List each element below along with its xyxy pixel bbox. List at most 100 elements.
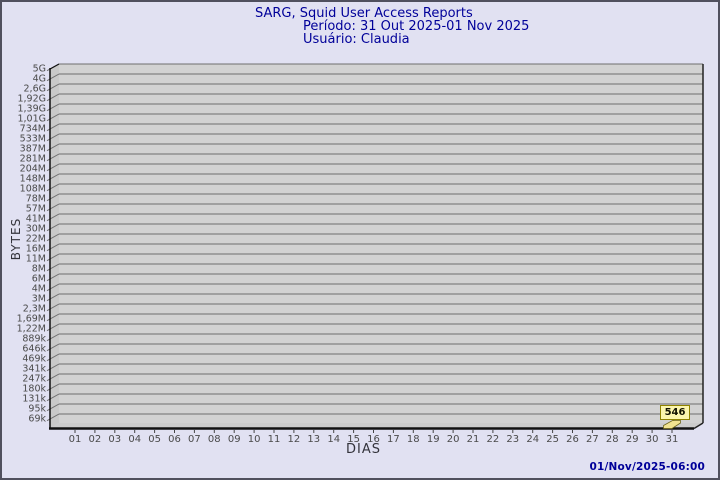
y-tick-label: 889k [22,334,46,345]
y-tick-label: 131k [22,394,46,405]
x-tick-label: 25 [546,434,559,445]
grid-line [46,413,60,422]
x-tick-label: 10 [248,434,261,445]
axis-top-left-diag [49,63,60,70]
generation-timestamp: 01/Nov/2025-06:00 [589,461,705,473]
x-tick-label: 22 [487,434,500,445]
y-tick-label: 646k [22,344,46,355]
x-tick-label: 09 [228,434,241,445]
grid-line [46,183,60,192]
x-tick-label: 03 [108,434,121,445]
y-tick-label: 1,92G [17,94,46,105]
x-tick-label: 15 [347,434,360,445]
y-tick-label: 2,6G [24,84,46,95]
x-tick-label: 29 [626,434,639,445]
y-tick-label: 1,22M [17,324,46,335]
grid-line [46,273,60,282]
x-tick-label: 18 [407,434,420,445]
grid-line [46,373,60,382]
grid-line [46,83,60,92]
x-tick-label: 02 [89,434,102,445]
grid-line [46,253,60,262]
y-tick-label: 1,39G [17,104,46,115]
x-tick-label: 05 [148,434,161,445]
grid-line [46,93,60,102]
y-tick-label: 247k [22,374,46,385]
y-tick-label: 78M [26,194,46,205]
grid-line [46,363,60,372]
x-tick-label: 12 [288,434,301,445]
x-tick-label: 26 [566,434,579,445]
y-tick-label: 387M [20,144,46,155]
x-tick-label: 16 [367,434,380,445]
x-tick-label: 14 [327,434,340,445]
y-tick-label: 6M [32,274,46,285]
x-tick-label: 17 [387,434,400,445]
y-tick-label: 281M [20,154,46,165]
plot-floor [50,423,703,429]
grid-line [46,293,60,302]
grid-line [46,133,60,142]
grid-line [46,193,60,202]
y-tick-label: 16M [26,244,46,255]
y-tick-label: 8M [32,264,46,275]
x-tick-label: 07 [188,434,201,445]
x-tick-label: 19 [427,434,440,445]
x-tick-label: 28 [606,434,619,445]
data-bar [663,420,681,429]
x-tick-label: 08 [208,434,221,445]
grid-line [46,153,60,162]
x-tick-label: 13 [307,434,320,445]
y-axis-title: BYTES [9,217,23,261]
grid-line [46,123,60,132]
y-tick-label: 204M [20,164,46,175]
grid-line [46,213,60,222]
y-tick-label: 11M [26,254,46,265]
y-tick-label: 30M [26,224,46,235]
grid-line [46,393,60,402]
y-tick-label: 180k [22,384,46,395]
y-tick-label: 1,01G [17,114,46,125]
x-tick-label: 20 [447,434,460,445]
grid-line [46,263,60,272]
y-tick-label: 41M [26,214,46,225]
x-tick-label: 31 [666,434,679,445]
y-tick-label: 3M [32,294,46,305]
page-title: SARG, Squid User Access Reports [255,6,473,21]
x-tick-label: 01 [69,434,82,445]
grid-line [46,203,60,212]
grid-line [46,243,60,252]
grid-line [46,323,60,332]
grid-line [46,303,60,312]
x-tick-label: 06 [168,434,181,445]
x-tick-label: 27 [586,434,599,445]
grid-line [46,383,60,392]
axis-bottom-right-diag [693,422,704,430]
grid-line [46,73,60,82]
grid-line [46,353,60,362]
y-tick-label: 69k [28,414,46,425]
grid-line [46,163,60,172]
x-tick-label: 04 [128,434,141,445]
grid-line [46,403,60,412]
y-tick-label: 148M [20,174,46,185]
y-tick-label: 4G [33,74,46,85]
x-tick-label: 24 [526,434,539,445]
y-tick-label: 469k [22,354,46,365]
grid-line [46,233,60,242]
x-tick-label: 11 [268,434,281,445]
grid-line [46,113,60,122]
x-tick-label: 21 [467,434,480,445]
grid-line [46,313,60,322]
y-tick-label: 734M [20,124,46,135]
report-period: Período: 31 Out 2025-01 Nov 2025 [303,19,530,34]
grid-line [46,333,60,342]
y-tick-label: 22M [26,234,46,245]
y-tick-label: 108M [20,184,46,195]
x-axis-title: DIAS [346,442,381,457]
y-tick-label: 4M [32,284,46,295]
grid-line [46,173,60,182]
grid-line [46,103,60,112]
